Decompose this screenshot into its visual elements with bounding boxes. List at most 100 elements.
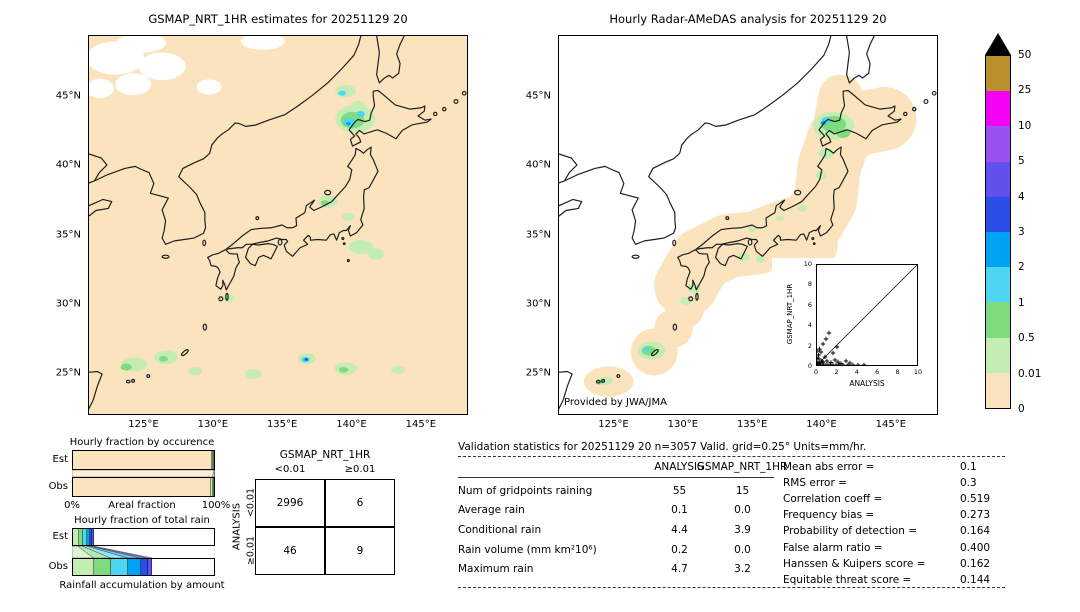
- inset-x-tick-label: 4: [854, 368, 859, 376]
- metric-row: Correlation coeff = 0.519: [783, 493, 991, 506]
- bar-segment: [73, 529, 79, 545]
- scatter-point: [818, 349, 824, 355]
- colorbar-tick-label: 4: [1018, 190, 1025, 203]
- scatter-point: [817, 359, 820, 365]
- colorbar-tick-label: 50: [1018, 49, 1032, 61]
- bar-segment: [211, 478, 213, 496]
- precip-blob: [356, 110, 365, 117]
- stats-divider-bottom: [458, 587, 1005, 588]
- precip-blob: [351, 100, 365, 110]
- scatter-point: [817, 356, 822, 362]
- left-map: [88, 35, 468, 415]
- scatter-point: [830, 350, 836, 356]
- scatter-point: [827, 362, 833, 365]
- scatter-point: [817, 346, 822, 352]
- colorbar-band: [986, 337, 1010, 373]
- lat-tick-label: 45°N: [525, 90, 551, 102]
- precip-blob: [599, 376, 613, 386]
- precip-blob: [342, 212, 355, 221]
- stats-header-analysis: ANALYSIS: [654, 461, 704, 473]
- scatter-point: [861, 362, 867, 365]
- bar-segment: [87, 529, 90, 545]
- stats-row: Conditional rain 4.4 3.9: [458, 523, 751, 536]
- colorbar-band: [986, 372, 1010, 409]
- bar-segment: [147, 559, 152, 575]
- bar-segment: [127, 559, 141, 575]
- inset-plot-area: [816, 264, 918, 366]
- stats-row: Maximum rain 4.7 3.2: [458, 563, 751, 576]
- occurrence-obs-label: Obs: [48, 481, 68, 492]
- lon-tick-label: 135°E: [266, 419, 298, 430]
- lat-tick-label: 30°N: [55, 298, 81, 310]
- bar-segment: [213, 478, 214, 496]
- precip-blob: [338, 90, 347, 96]
- precip-blob: [89, 78, 114, 99]
- scatter-point: [824, 358, 830, 364]
- scatter-point: [825, 362, 831, 365]
- scatter-point: [822, 354, 828, 360]
- colorbar-tick-label: 0.01: [1018, 367, 1042, 380]
- left-map-title: GSMAP_NRT_1HR estimates for 20251129 20: [148, 12, 408, 26]
- scatter-point: [818, 362, 823, 365]
- contingency-col-label-lt: <0.01: [274, 464, 306, 475]
- occurrence-est-label: Est: [52, 454, 68, 465]
- precip-blob: [687, 283, 702, 294]
- metric-row: Probability of detection = 0.164: [783, 525, 991, 538]
- stats-header-gsmap: GSMAP_NRT_1HR: [696, 461, 788, 473]
- colorbar-band: [986, 232, 1010, 268]
- colorbar-band: [986, 126, 1010, 162]
- inset-ylabel: GSMAP_NRT_1HR: [786, 283, 794, 345]
- occurrence-connector: [72, 470, 215, 477]
- scatter-point: [855, 362, 861, 365]
- precip-blob: [391, 365, 405, 374]
- lon-tick-label: 130°E: [667, 419, 699, 430]
- inset-y-tick-label: 6: [807, 300, 812, 309]
- stats-row: Rain volume (mm km²10⁶) 0.2 0.0: [458, 543, 751, 556]
- inset-x-ticks: 0 2 4 6 8 10: [813, 368, 922, 378]
- precip-blob: [796, 204, 807, 212]
- contingency-cell: 2996: [255, 479, 325, 527]
- precip-blob: [836, 128, 851, 139]
- inset-x-tick-label: 10: [913, 368, 923, 376]
- metric-row: False alarm ratio = 0.400: [783, 541, 991, 554]
- scatter-point: [828, 360, 834, 365]
- left-map-lat-axis: 45°N 40°N 35°N 30°N 25°N: [42, 35, 84, 415]
- precip-blob: [138, 52, 186, 81]
- total-rain-title: Hourly fraction of total rain: [74, 515, 210, 526]
- contingency-cell: 6: [325, 479, 395, 527]
- scatter-point: [817, 352, 821, 358]
- lat-tick-label: 35°N: [525, 229, 551, 241]
- colorbar-tick-label: 3: [1018, 226, 1025, 238]
- metric-row: RMS error = 0.3: [783, 477, 977, 490]
- bar-segment: [73, 559, 95, 575]
- colorbar-labels: 50 25 10 5 4 3 2 1 0.5 0.01 0: [1018, 49, 1073, 415]
- scatter-point: [817, 348, 820, 354]
- colorbar-tick-label: 2: [1018, 261, 1025, 274]
- bar-segment: [89, 529, 92, 545]
- scatter-point: [838, 361, 844, 365]
- scatter-point: [834, 344, 840, 350]
- colorbar-band: [986, 91, 1010, 127]
- lon-tick-label: 145°E: [875, 419, 907, 430]
- colorbar-bands: [985, 55, 1011, 409]
- inset-x-tick-label: 0: [813, 368, 819, 376]
- scatter-point: [821, 362, 827, 365]
- scatter-points: [817, 330, 867, 365]
- inset-x-tick-label: 8: [895, 368, 900, 376]
- bar-segment: [94, 559, 112, 575]
- scatter-point: [830, 362, 836, 365]
- lon-tick-label: 130°E: [197, 419, 229, 430]
- stats-row: Num of gridpoints raining 55 15: [458, 484, 750, 497]
- colorbar-tick-label: 10: [1018, 119, 1032, 132]
- bar-segment: [82, 529, 88, 545]
- colorbar-tick-label: 0.5: [1018, 332, 1035, 345]
- contingency-cell: 46: [255, 527, 325, 575]
- precip-blob: [240, 36, 285, 50]
- stats-title: Validation statistics for 20251129 20 n=…: [458, 441, 867, 453]
- bar-segment: [213, 451, 214, 469]
- inset-y-tick-label: 8: [807, 280, 812, 289]
- bar-segment: [73, 451, 212, 469]
- scatter-point: [832, 357, 838, 363]
- colorbar-tick-label: 25: [1018, 84, 1032, 97]
